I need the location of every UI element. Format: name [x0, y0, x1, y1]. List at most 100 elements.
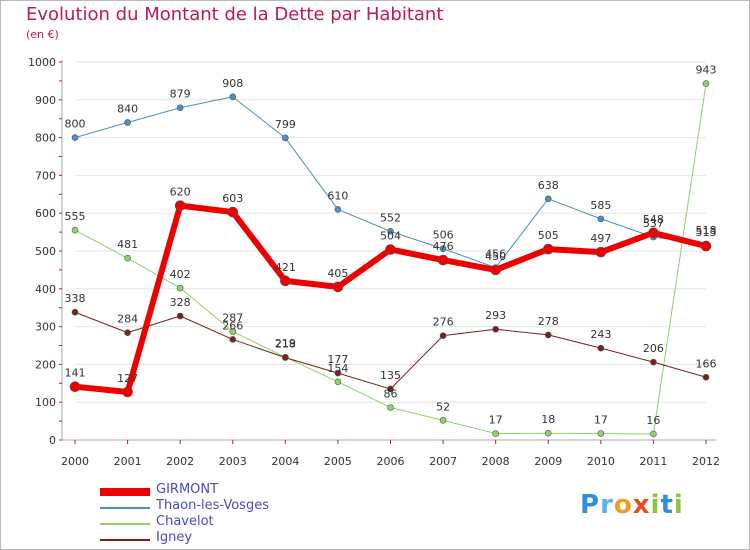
data-label-girmont: 504 [380, 229, 401, 242]
data-label-thaon-les-vosges: 585 [590, 199, 611, 212]
data-label-girmont: 513 [696, 226, 717, 239]
data-label-girmont: 141 [65, 367, 86, 380]
logo-letter: r [600, 490, 614, 520]
x-tick-label: 2004 [271, 455, 299, 468]
data-point-girmont [490, 264, 501, 276]
data-label-igney: 328 [170, 296, 191, 309]
data-label-thaon-les-vosges: 638 [538, 179, 559, 192]
data-label-igney: 206 [643, 342, 664, 355]
chart-title: Evolution du Montant de la Dette par Hab… [26, 4, 444, 25]
data-point-igney [544, 331, 552, 339]
data-label-chavelot: 17 [489, 414, 503, 427]
legend-swatch [100, 488, 150, 496]
data-label-thaon-les-vosges: 456 [485, 248, 506, 261]
data-point-girmont [174, 200, 186, 211]
data-label-igney: 135 [380, 369, 401, 382]
data-point-igney [439, 332, 447, 339]
data-label-chavelot: 52 [436, 400, 450, 413]
logo-letter: t [660, 490, 674, 520]
x-tick-label: 2006 [377, 455, 405, 468]
data-label-chavelot: 287 [222, 312, 243, 325]
data-point-chavelot [439, 417, 447, 424]
data-point-igney [229, 336, 237, 343]
data-label-thaon-les-vosges: 537 [643, 217, 664, 230]
data-label-igney: 284 [117, 313, 138, 326]
data-label-igney: 243 [590, 328, 611, 341]
data-label-girmont: 505 [538, 229, 559, 242]
y-tick-label: 0 [49, 434, 56, 447]
x-tick-label: 2010 [587, 455, 615, 468]
data-point-girmont [280, 275, 291, 287]
data-point-girmont [542, 243, 554, 255]
data-label-chavelot: 219 [275, 337, 296, 350]
data-point-igney [702, 373, 710, 381]
x-tick-label: 2003 [219, 455, 247, 468]
legend-label: GIRMONT [156, 482, 219, 497]
data-point-thaon-les-vosges [544, 195, 552, 203]
x-tick-label: 2011 [639, 455, 667, 468]
data-label-thaon-les-vosges: 840 [117, 102, 138, 115]
data-point-igney [650, 358, 657, 366]
data-point-thaon-les-vosges [229, 93, 237, 101]
data-label-chavelot: 555 [65, 210, 86, 223]
data-point-thaon-les-vosges [176, 104, 184, 112]
legend-swatch [100, 507, 150, 509]
data-point-thaon-les-vosges [334, 206, 342, 213]
data-label-thaon-les-vosges: 552 [380, 211, 401, 224]
y-tick-label: 900 [35, 94, 56, 107]
data-point-chavelot [597, 430, 605, 437]
logo-letter: x [632, 490, 651, 520]
data-label-chavelot: 86 [384, 387, 398, 400]
data-point-igney [387, 385, 394, 393]
data-point-igney [282, 354, 289, 361]
x-tick-label: 2005 [324, 455, 352, 468]
y-tick-label: 500 [35, 245, 56, 258]
data-point-igney [334, 369, 342, 377]
data-label-thaon-les-vosges: 610 [327, 189, 348, 202]
data-label-chavelot: 943 [696, 64, 717, 77]
data-point-thaon-les-vosges [282, 134, 289, 142]
legend-swatch [100, 523, 150, 525]
y-tick-label: 700 [35, 169, 56, 182]
y-tick-label: 200 [35, 358, 56, 371]
data-point-girmont [385, 244, 396, 255]
x-tick-label: 2009 [534, 455, 562, 468]
y-tick-label: 600 [35, 207, 56, 220]
legend-label: Chavelot [156, 514, 214, 529]
data-point-chavelot [387, 404, 394, 411]
data-point-girmont [648, 227, 659, 239]
data-point-chavelot [229, 328, 237, 335]
data-point-chavelot [544, 429, 552, 437]
data-point-girmont [122, 386, 133, 398]
data-point-girmont [69, 381, 81, 393]
y-tick-label: 100 [35, 396, 56, 409]
logo-letter: i [673, 490, 684, 520]
data-label-chavelot: 154 [327, 362, 348, 375]
x-tick-label: 2008 [482, 455, 510, 468]
data-label-thaon-les-vosges: 800 [65, 118, 86, 131]
data-label-chavelot: 18 [541, 413, 555, 426]
data-label-thaon-les-vosges: 506 [433, 229, 454, 242]
data-label-igney: 218 [275, 338, 296, 351]
data-point-igney [124, 329, 131, 336]
data-label-girmont: 421 [275, 261, 296, 274]
data-label-igney: 276 [433, 316, 454, 329]
data-label-girmont: 620 [170, 186, 191, 199]
data-label-thaon-les-vosges: 799 [275, 118, 296, 131]
x-tick-label: 2000 [61, 455, 89, 468]
data-label-chavelot: 402 [170, 268, 191, 281]
legend-swatch [100, 539, 150, 541]
x-tick-label: 2002 [166, 455, 194, 468]
x-tick-label: 2012 [692, 455, 720, 468]
data-label-thaon-les-vosges: 879 [170, 88, 191, 101]
data-point-chavelot [124, 254, 131, 262]
data-point-igney [597, 344, 605, 352]
data-point-chavelot [492, 430, 499, 437]
logo-letter: P [580, 490, 601, 520]
data-label-igney: 177 [327, 353, 348, 366]
data-label-thaon-les-vosges: 908 [222, 77, 243, 90]
data-point-thaon-les-vosges [597, 215, 605, 223]
y-tick-label: 800 [35, 132, 56, 145]
